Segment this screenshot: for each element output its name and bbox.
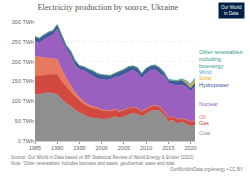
svg-text:2010: 2010 xyxy=(140,145,152,151)
svg-text:Gas: Gas xyxy=(199,120,209,126)
svg-text:Electricity production by sour: Electricity production by source, Ukrain… xyxy=(37,2,178,12)
svg-text:Coal: Coal xyxy=(199,130,210,136)
svg-text:50 TWh: 50 TWh xyxy=(15,118,34,124)
svg-text:1990: 1990 xyxy=(51,145,63,151)
svg-text:Nuclear: Nuclear xyxy=(199,101,218,107)
svg-text:Our Worldin Data: Our Worldin Data xyxy=(221,5,242,16)
svg-text:100 TWh: 100 TWh xyxy=(12,98,34,104)
svg-text:300 TWh: 300 TWh xyxy=(12,19,34,25)
svg-text:Wind: Wind xyxy=(199,69,212,75)
svg-text:Source: Our World in Data base: Source: Our World in Data based on BP St… xyxy=(11,155,194,160)
svg-text:2015: 2015 xyxy=(162,145,174,151)
svg-text:Other renewablesincludingbioen: Other renewablesincludingbioenergy xyxy=(199,49,243,69)
svg-text:2005: 2005 xyxy=(118,145,130,151)
svg-text:150 TWh: 150 TWh xyxy=(12,78,34,84)
svg-text:1985: 1985 xyxy=(29,145,41,151)
svg-text:0 TWh: 0 TWh xyxy=(18,138,34,144)
svg-text:2020: 2020 xyxy=(184,145,196,151)
svg-text:Oil: Oil xyxy=(199,114,206,120)
svg-text:Hydropower: Hydropower xyxy=(199,82,229,88)
svg-text:1995: 1995 xyxy=(73,145,85,151)
svg-text:200 TWh: 200 TWh xyxy=(12,59,34,65)
svg-text:250 TWh: 250 TWh xyxy=(12,39,34,45)
svg-text:Note: 'Other renewables' inclu: Note: 'Other renewables' includes biomas… xyxy=(11,161,175,166)
svg-text:OurWorldInData.org/energy • CC: OurWorldInData.org/energy • CC BY xyxy=(170,167,243,172)
svg-text:2000: 2000 xyxy=(96,145,108,151)
svg-text:Solar: Solar xyxy=(199,75,212,81)
